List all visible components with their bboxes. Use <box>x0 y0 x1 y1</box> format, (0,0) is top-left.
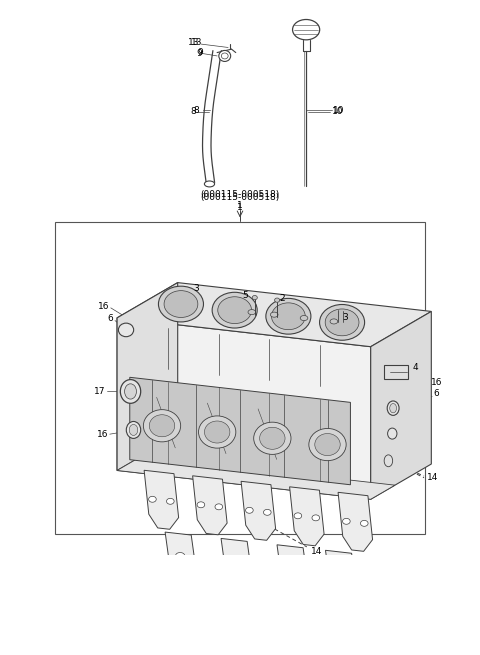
Ellipse shape <box>212 292 257 328</box>
Text: 9: 9 <box>196 49 202 58</box>
Bar <box>384 365 408 379</box>
Text: 5: 5 <box>242 291 248 301</box>
Ellipse shape <box>248 310 256 314</box>
Ellipse shape <box>288 565 297 572</box>
Text: 16: 16 <box>96 430 108 439</box>
Ellipse shape <box>144 409 180 442</box>
Polygon shape <box>241 481 276 540</box>
Ellipse shape <box>129 424 138 436</box>
Ellipse shape <box>176 553 185 559</box>
Ellipse shape <box>149 496 156 502</box>
Text: 1: 1 <box>237 203 243 212</box>
Text: 6: 6 <box>434 389 440 398</box>
Text: 17: 17 <box>94 387 105 396</box>
Ellipse shape <box>315 434 340 456</box>
Text: 8: 8 <box>193 105 199 115</box>
Text: (000115-000518): (000115-000518) <box>200 191 280 200</box>
Ellipse shape <box>330 319 338 324</box>
Text: 10: 10 <box>333 105 345 115</box>
Text: 3: 3 <box>193 284 199 293</box>
Polygon shape <box>325 550 356 597</box>
Ellipse shape <box>360 520 368 527</box>
Polygon shape <box>117 282 432 346</box>
Ellipse shape <box>275 298 280 302</box>
Polygon shape <box>117 318 371 499</box>
Ellipse shape <box>325 309 359 336</box>
Ellipse shape <box>219 50 231 62</box>
Polygon shape <box>289 487 324 546</box>
Ellipse shape <box>264 510 271 515</box>
Text: 1: 1 <box>237 200 243 210</box>
Ellipse shape <box>158 286 204 322</box>
Ellipse shape <box>218 297 252 324</box>
Ellipse shape <box>270 312 278 317</box>
Ellipse shape <box>167 498 174 504</box>
Ellipse shape <box>309 428 346 460</box>
Ellipse shape <box>246 508 253 514</box>
Ellipse shape <box>120 380 141 403</box>
Ellipse shape <box>312 515 320 521</box>
Text: 16: 16 <box>97 302 109 310</box>
Ellipse shape <box>119 323 133 337</box>
Ellipse shape <box>294 513 302 519</box>
Text: 8: 8 <box>190 107 196 117</box>
Ellipse shape <box>231 559 241 566</box>
Text: 3: 3 <box>342 313 348 322</box>
Polygon shape <box>117 282 178 470</box>
Polygon shape <box>117 457 395 499</box>
Polygon shape <box>371 311 432 499</box>
Ellipse shape <box>260 427 285 449</box>
Polygon shape <box>130 377 350 485</box>
Ellipse shape <box>204 181 215 187</box>
Ellipse shape <box>254 422 291 455</box>
Ellipse shape <box>221 53 228 59</box>
Text: 13: 13 <box>191 38 203 47</box>
Text: 10: 10 <box>332 107 343 117</box>
Polygon shape <box>221 538 252 585</box>
Polygon shape <box>192 476 227 534</box>
Text: 6: 6 <box>108 314 113 324</box>
Ellipse shape <box>126 421 141 438</box>
Polygon shape <box>165 532 196 579</box>
Text: 14: 14 <box>427 474 438 482</box>
Ellipse shape <box>343 518 350 524</box>
Ellipse shape <box>336 571 345 578</box>
Text: 16: 16 <box>431 378 443 387</box>
Ellipse shape <box>390 403 396 413</box>
Ellipse shape <box>197 502 205 508</box>
Ellipse shape <box>384 455 393 467</box>
Ellipse shape <box>292 20 320 40</box>
Ellipse shape <box>252 295 257 300</box>
Ellipse shape <box>164 291 198 318</box>
Ellipse shape <box>387 401 399 415</box>
Ellipse shape <box>272 303 305 329</box>
Text: 9: 9 <box>197 48 203 57</box>
Polygon shape <box>144 470 179 529</box>
Text: (000115-000518): (000115-000518) <box>200 193 280 202</box>
Ellipse shape <box>149 415 175 437</box>
Ellipse shape <box>266 299 311 334</box>
Ellipse shape <box>320 305 365 340</box>
Ellipse shape <box>125 384 136 399</box>
Ellipse shape <box>199 416 236 448</box>
Polygon shape <box>277 545 308 591</box>
Bar <box>55 222 425 534</box>
Ellipse shape <box>204 421 230 443</box>
Text: 13: 13 <box>188 38 199 47</box>
Ellipse shape <box>215 504 223 510</box>
Ellipse shape <box>388 428 397 439</box>
Text: 2: 2 <box>280 294 285 303</box>
Ellipse shape <box>300 316 308 320</box>
Polygon shape <box>338 493 372 552</box>
Text: 14: 14 <box>311 547 323 555</box>
Text: 4: 4 <box>413 363 419 372</box>
